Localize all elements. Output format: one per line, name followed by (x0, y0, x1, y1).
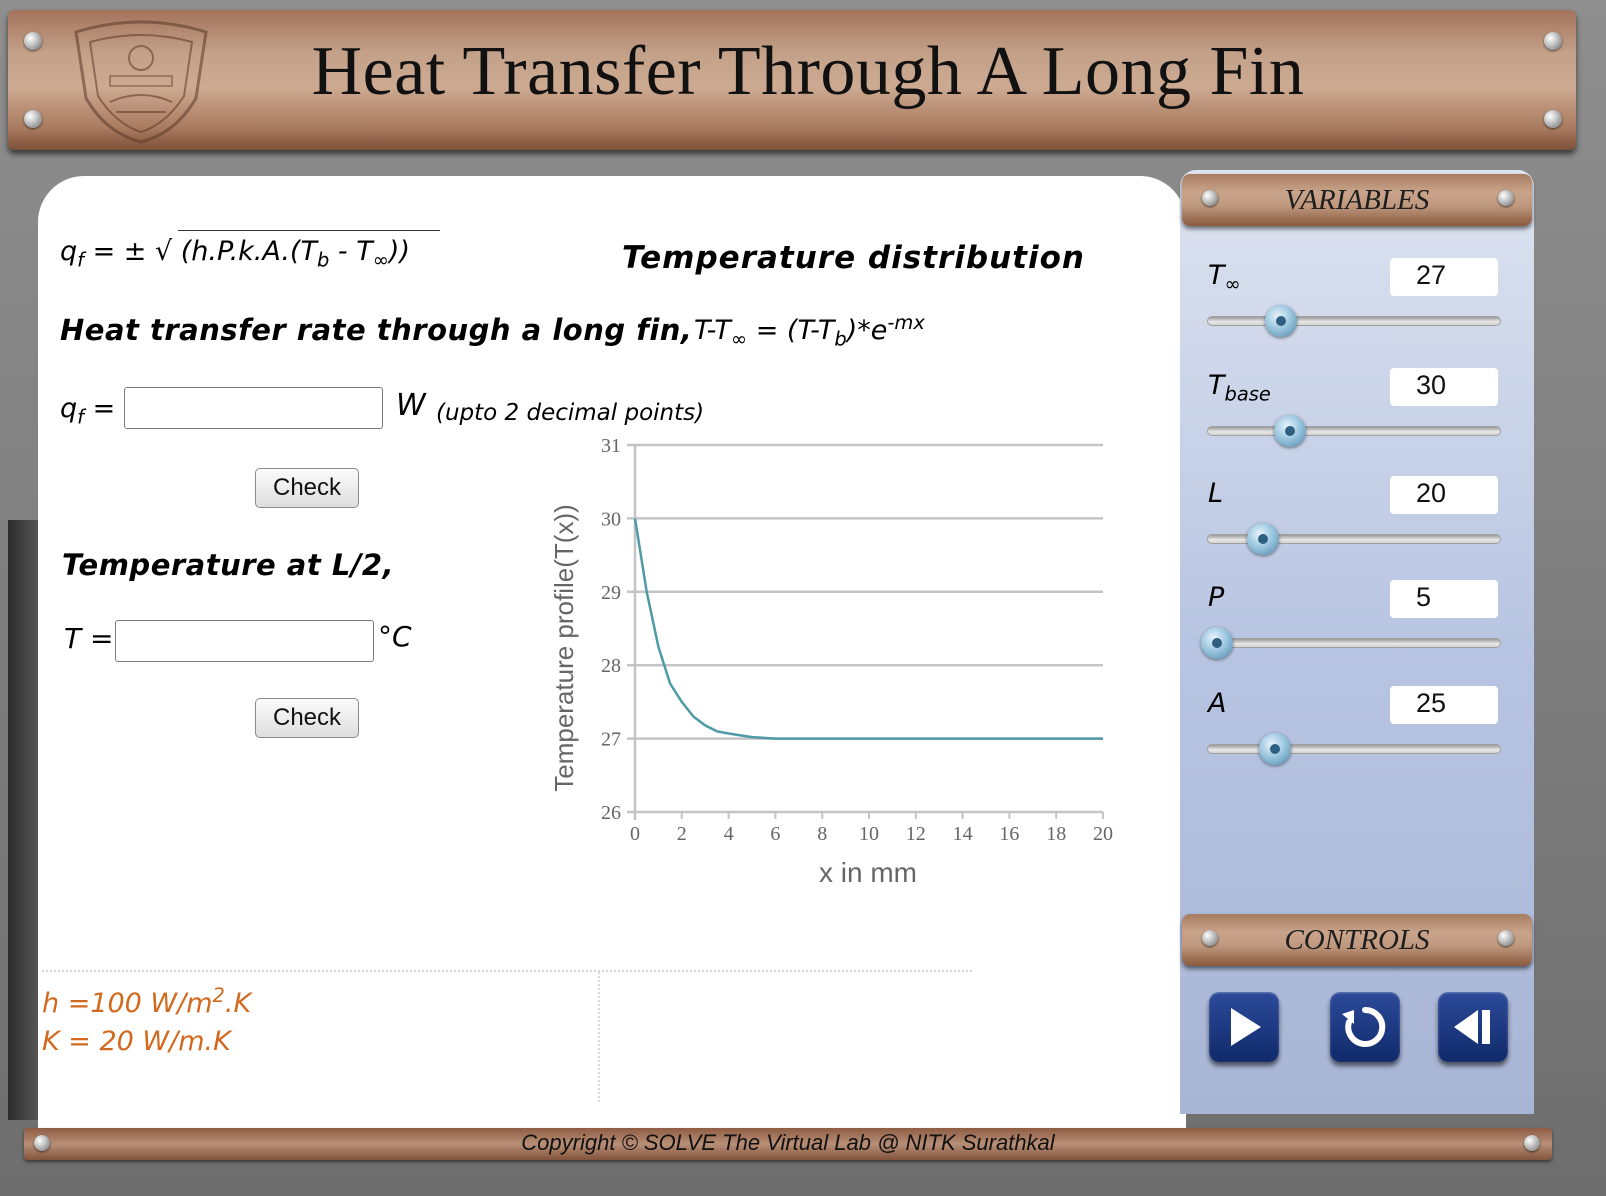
divider-line (598, 972, 600, 1102)
controls-header: CONTROLS (1182, 914, 1532, 966)
variable-slider[interactable] (1207, 523, 1501, 555)
y-tick-label: 29 (601, 582, 621, 604)
variables-title: VARIABLES (1284, 184, 1430, 216)
x-tick-label: 4 (724, 823, 734, 845)
variable-value-field[interactable]: 30 (1390, 368, 1498, 406)
variable-slider[interactable] (1207, 415, 1501, 447)
h-constant: h =100 W/m2.K (42, 984, 252, 1019)
rivet (34, 1135, 50, 1151)
x-tick-label: 16 (999, 823, 1019, 845)
variable-value-field[interactable]: 20 (1390, 476, 1498, 514)
left-gutter (8, 520, 40, 1120)
variable-label: L (1208, 478, 1224, 509)
play-button[interactable] (1209, 992, 1279, 1062)
heat-transfer-rate-label: Heat transfer rate through a long fin, (60, 313, 693, 347)
reset-icon (1342, 1006, 1386, 1047)
celsius-unit: °C (378, 620, 412, 653)
qf-unit: W (396, 388, 426, 423)
play-icon (1231, 1008, 1261, 1046)
y-axis-label: Temperature profile(T(x)) (549, 504, 579, 792)
temperature-half-length-label: Temperature at L/2, (62, 548, 395, 582)
x-tick-label: 10 (859, 823, 879, 845)
page-title: Heat Transfer Through A Long Fin (311, 33, 1305, 110)
x-tick-label: 18 (1046, 823, 1066, 845)
slider-thumb[interactable] (1200, 627, 1233, 659)
qf-input-label: qf = (60, 393, 116, 429)
variable-slider[interactable] (1207, 305, 1501, 337)
y-tick-label: 26 (601, 802, 621, 824)
x-tick-label: 8 (817, 823, 827, 845)
temperature-answer-input[interactable] (115, 620, 374, 662)
check-temperature-button[interactable]: Check (255, 698, 359, 738)
x-tick-label: 0 (630, 823, 640, 845)
header-bar: Heat Transfer Through A Long Fin (8, 10, 1576, 150)
temperature-profile-chart: 26 27 28 29 30 31 0 2 4 6 8 10 12 14 16 18 20 x in mm T… (549, 435, 1113, 888)
step-back-button[interactable] (1438, 992, 1508, 1062)
rivet (24, 110, 42, 128)
rivet (1544, 110, 1562, 128)
nitk-logo (74, 20, 208, 144)
decimal-note: (upto 2 decimal points) (436, 400, 705, 426)
y-tick-label: 31 (601, 435, 621, 457)
qf-answer-input[interactable] (124, 387, 383, 429)
temperature-distribution-formula: T-T∞ = (T-Tb)*e-mx (694, 311, 925, 351)
x-tick-label: 6 (770, 823, 780, 845)
variable-label: Tbase (1208, 370, 1271, 406)
y-tick-label: 28 (601, 655, 621, 677)
check-qf-button[interactable]: Check (255, 468, 359, 508)
slider-thumb[interactable] (1265, 305, 1297, 337)
x-tick-label: 12 (906, 823, 926, 845)
controls-title: CONTROLS (1284, 924, 1430, 956)
slider-thumb[interactable] (1247, 523, 1280, 555)
rivet (1544, 32, 1562, 50)
x-tick-label: 14 (953, 823, 973, 845)
temperature-distribution-title: Temperature distribution (622, 240, 1085, 276)
slider-thumb[interactable] (1259, 733, 1292, 765)
reset-button[interactable] (1330, 992, 1400, 1062)
variable-label: A (1208, 688, 1227, 719)
copyright-text: Copyright © SOLVE The Virtual Lab @ NITK… (521, 1130, 1055, 1155)
k-constant: K = 20 W/m.K (42, 1026, 231, 1057)
rivet (24, 32, 42, 50)
step-back-icon (1454, 1010, 1490, 1044)
rivet (1498, 930, 1514, 946)
rivet (1202, 930, 1218, 946)
rivet (1524, 1135, 1540, 1151)
rivet (1202, 190, 1218, 206)
x-tick-label: 20 (1093, 823, 1113, 845)
slider-thumb[interactable] (1273, 415, 1306, 447)
t-input-label: T = (64, 622, 114, 655)
variables-header: VARIABLES (1182, 174, 1532, 226)
rivet (1498, 190, 1514, 206)
divider-line (42, 970, 972, 972)
variable-value-field[interactable]: 25 (1390, 686, 1498, 724)
x-tick-label: 2 (677, 823, 687, 845)
qf-formula: qf = ± √ (h.P.k.A.(Tb - T∞)) (60, 236, 410, 272)
variable-value-field[interactable]: 5 (1390, 580, 1498, 618)
variable-value-field[interactable]: 27 (1390, 258, 1498, 296)
y-tick-label: 30 (601, 508, 621, 530)
x-axis-label: x in mm (819, 857, 917, 888)
sqrt-overline (178, 230, 440, 231)
variable-slider[interactable] (1200, 627, 1501, 659)
temperature-series-line (633, 518, 1103, 740)
y-tick-label: 27 (601, 729, 621, 751)
footer-bar: Copyright © SOLVE The Virtual Lab @ NITK… (24, 1128, 1552, 1160)
variable-label: P (1208, 582, 1225, 613)
variable-slider[interactable] (1207, 733, 1501, 765)
variable-label: T∞ (1208, 260, 1241, 296)
